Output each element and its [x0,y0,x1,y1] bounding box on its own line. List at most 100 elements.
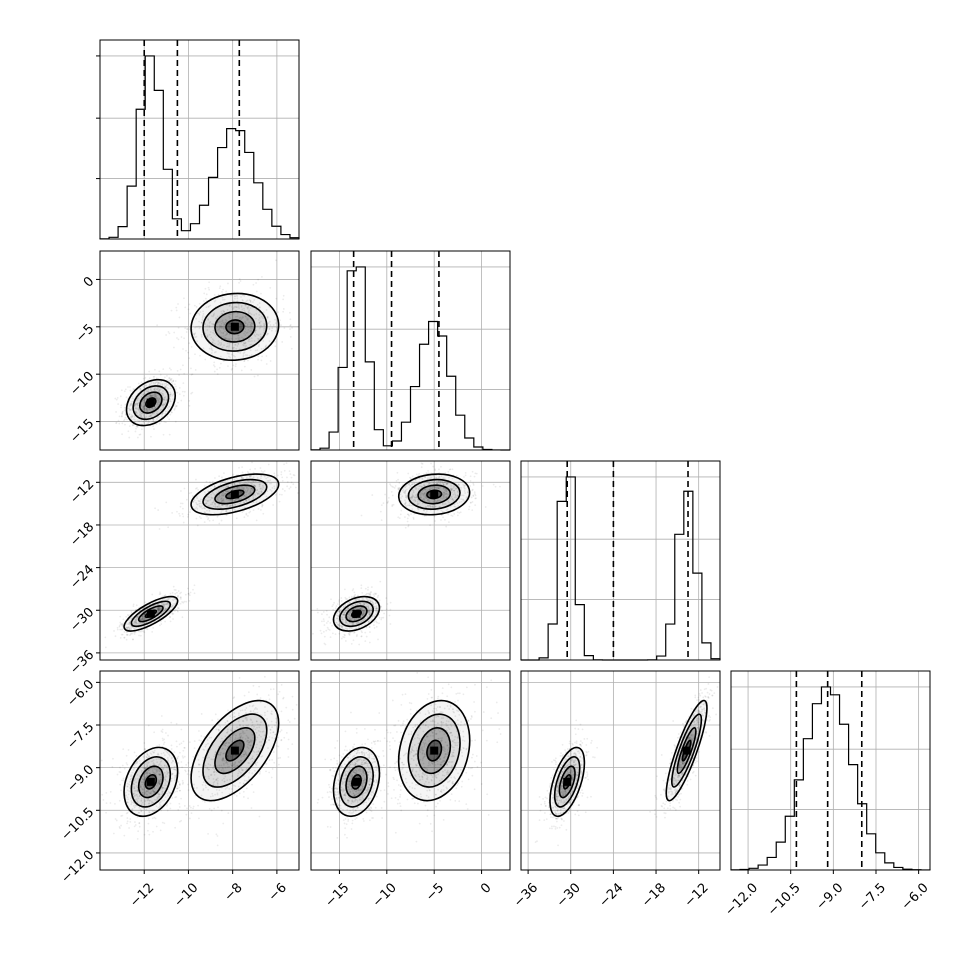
panel-3-blob-0-contour-3 [144,774,158,790]
histogram-panel-2 [520,460,721,661]
xtick-label-col0-1: −10 [171,880,201,910]
panel-3-blob-1-contour-3 [225,739,245,762]
panel-0-frame [99,250,300,451]
panel-2-blob-0-contour-1 [339,600,374,628]
xtick-label-col3-4: −6.0 [899,880,932,913]
ytick-label-row1-0: −15 [67,416,97,446]
panel-4-blob-0-contour-2 [345,765,368,799]
panel-1-blob-1-contour-0 [190,473,280,516]
panel-3-blob-1-contour-1 [202,713,268,788]
xtick-label-col2-2: −24 [596,880,626,910]
panel-3-blob-0-peak [146,777,155,786]
panel-3-blob-0-contour-2 [137,765,164,799]
ytick-label-row2-3: −18 [67,520,97,550]
density-panel-3-2 [520,670,721,871]
panel-2-blob-0-contour-2 [345,605,368,623]
ytick-label-row1-1: −10 [67,369,97,399]
panel-1-blob-0-peak [146,609,155,618]
panel-0-blob-1-contour-0 [190,292,280,361]
xtick-label-col1-1: −10 [370,880,400,910]
panel-3-blob-0-contour-0 [123,746,179,818]
ytick-label-row1-3: 0 [81,274,97,290]
panel-5-blob-0-contour-2 [558,765,576,799]
panel-1-blob-1-contour-2 [214,484,256,505]
density-inner-3 [100,671,299,870]
xtick-label-col1-3: 0 [478,880,494,896]
density-inner-5 [521,671,720,870]
panel-0-blob-0-peak [146,398,155,407]
panel-4-blob-0-contour-3 [350,774,362,790]
ytick-label-row1-2: −5 [73,322,97,346]
panel-0-blob-1-contour-3 [225,319,245,335]
panel-2-blob-0-peak [352,609,361,618]
panel-0-blob-0-contour-2 [139,391,163,414]
panel-5-blob-1-peak [682,746,691,755]
ytick-label-row3-3: −7.5 [64,720,97,753]
hist-1-steps [310,266,511,451]
panel-5-blob-0-peak [563,777,572,786]
panel-3-blob-0-contour-1 [130,756,172,808]
hist-3-steps [730,686,931,871]
xtick-label-col2-4: −12 [682,880,712,910]
ytick-label-row2-0: −36 [67,648,97,678]
xtick-label-col3-3: −7.5 [856,880,889,913]
panel-0-blob-0-contour-0 [125,378,176,427]
histogram-panel-3 [730,670,931,871]
panel-2-blob-1-contour-3 [426,489,443,500]
panel-0-blob-0-contour-1 [132,385,170,421]
panel-4-blob-0-contour-1 [339,756,374,808]
panel-5-blob-1-contour-0 [665,699,708,802]
ytick-label-row2-4: −12 [67,477,97,507]
panel-1-blob-0-contour-0 [123,595,179,632]
panel-3-blob-1-peak [230,746,239,755]
ytick-label-row3-4: −6.0 [64,677,97,710]
panel-1-frame [99,460,300,661]
panel-5-frame [520,670,721,871]
panel-4-blob-1-contour-1 [407,713,461,788]
density-inner-1 [100,461,299,660]
panel-4-blob-1-contour-0 [397,699,471,802]
ytick-label-row2-1: −30 [67,605,97,635]
panel-4-blob-1-contour-2 [417,727,452,775]
panel-0-blob-1-peak [230,322,239,331]
density-inner-0 [100,251,299,450]
ytick-label-row3-1: −10.5 [59,805,98,844]
panel-0-blob-1-contour-1 [202,301,268,352]
ytick-label-row3-2: −9.0 [64,762,97,795]
hist-2-steps [521,476,721,661]
panel-3-frame [99,670,300,871]
panel-3-blob-1-contour-2 [214,727,256,775]
panel-5-blob-1-contour-1 [671,713,703,788]
panel-1-blob-1-contour-1 [202,478,268,510]
panel-2-blob-0-contour-0 [332,595,381,632]
hist-3-frame [730,670,931,871]
panel-3-blob-1-contour-0 [190,699,280,802]
density-panel-2-0 [99,460,300,661]
density-panel-1-0 [99,250,300,451]
xtick-label-col0-3: −6 [266,880,290,904]
panel-4-frame [310,670,511,871]
density-inner-4 [311,671,510,870]
hist-0-frame [99,39,300,240]
panel-4-blob-1-contour-3 [426,739,443,762]
xtick-label-col1-2: −5 [423,880,447,904]
xtick-label-col3-1: −10.5 [765,880,804,919]
xtick-label-col1-0: −15 [322,880,352,910]
histogram-panel-1 [310,250,511,451]
panel-2-blob-1-peak [430,490,439,499]
density-panel-3-0 [99,670,300,871]
panel-2-blob-1-contour-2 [417,484,452,505]
density-panel-2-1 [310,460,511,661]
xtick-label-col2-0: −36 [511,880,541,910]
xtick-label-col3-2: −9.0 [813,880,846,913]
hist-0-steps [99,55,300,240]
panel-4-blob-1-peak [430,746,439,755]
histogram-panel-0 [96,39,300,240]
xtick-label-col0-0: −12 [127,880,157,910]
panel-4-blob-0-peak [352,777,361,786]
panel-2-blob-1-contour-0 [397,473,471,516]
panel-5-blob-0-contour-0 [549,746,586,818]
panel-1-blob-0-contour-1 [130,600,172,628]
panel-1-blob-1-peak [230,490,239,499]
